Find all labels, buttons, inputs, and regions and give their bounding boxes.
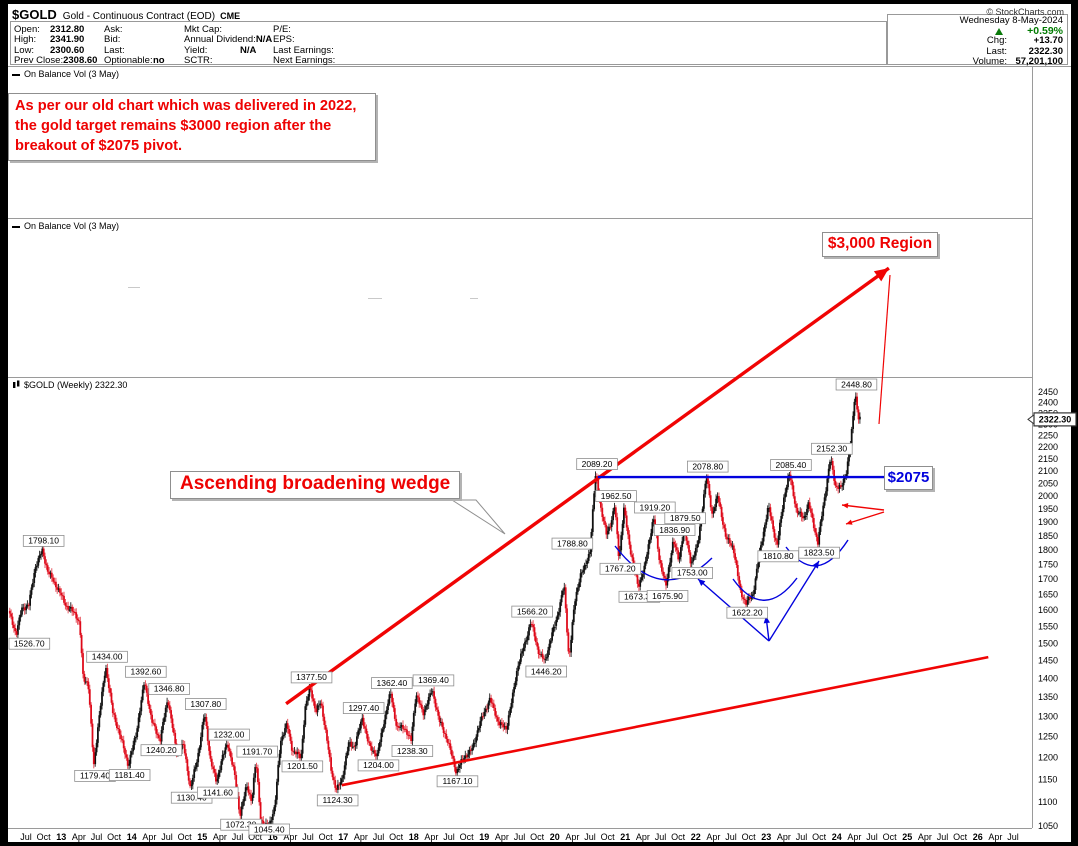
chart-type-icon xyxy=(13,380,20,388)
quote-prevclose: Prev Close:2308.60 xyxy=(14,54,98,66)
plot-right-border xyxy=(1032,66,1033,828)
quote-last-price: Last: 2322.30 xyxy=(986,45,1063,57)
analyst-note-line3: breakout of $2075 pivot. xyxy=(15,138,183,154)
quote-col-fundamentals2: P/E: EPS: Last Earnings: Next Earnings: xyxy=(273,24,336,66)
quote-change: Chg: +13.70 xyxy=(986,35,1063,47)
quote-change-pct: +0.59% xyxy=(888,26,1067,37)
panel-separator-bottom xyxy=(8,828,1032,829)
panel-separator-obv2 xyxy=(8,218,1032,219)
symbol: $GOLD xyxy=(12,7,57,22)
quote-col-fundamentals1: Mkt Cap: Annual Dividend:N/A Yield: N/A S… xyxy=(184,24,273,66)
copyright: © StockCharts.com xyxy=(986,7,1064,17)
quote-ask: Ask: xyxy=(104,24,123,35)
analyst-note-box: As per our old chart which was delivered… xyxy=(8,93,376,161)
exchange: CME xyxy=(220,11,241,21)
quote-optionable: Optionable:no xyxy=(104,54,165,66)
quote-col-ohlc: Open: 2312.80 High: 2341.90 Low: 2300.60 Pr… xyxy=(14,24,98,66)
analyst-note-line2: the gold target remains $3000 region aft… xyxy=(15,118,332,134)
quote-date: Wednesday 8-May-2024 xyxy=(959,15,1063,26)
obv1-line-swatch-icon xyxy=(12,73,20,76)
quote-sctr: SCTR: xyxy=(184,54,213,66)
up-arrow-icon xyxy=(995,27,1003,35)
target-region-label: $3,000 Region xyxy=(822,232,938,257)
quote-nextearnings: Next Earnings: xyxy=(273,54,336,66)
quote-eps: EPS: xyxy=(273,34,295,46)
quote-summary-box: Open: 2312.80 High: 2341.90 Low: 2300.60 Pr… xyxy=(10,21,887,66)
quote-mktcap: Mkt Cap: xyxy=(184,24,223,35)
quote-pe: P/E: xyxy=(273,24,291,35)
panel-separator-price xyxy=(8,377,1032,378)
chart-title: $GOLD Gold - Continuous Contract (EOD) CME xyxy=(12,6,241,22)
analyst-note-line1: As per our old chart which was delivered… xyxy=(15,98,357,114)
quote-volume: Volume: 57,201,100 xyxy=(972,55,1063,67)
daily-change-box: Wednesday 8-May-2024 +0.59% Chg: +13.70 L… xyxy=(887,14,1068,67)
obv2-line-swatch-icon xyxy=(12,225,20,228)
obv2-legend: On Balance Vol (3 May) xyxy=(12,221,119,231)
quote-dividend: Annual Dividend:N/A xyxy=(184,34,273,46)
quote-high: High: 2341.90 xyxy=(14,34,85,46)
wedge-pattern-label: Ascending broadening wedge xyxy=(170,471,461,499)
quote-low: Low: 2300.60 xyxy=(14,44,85,56)
quote-open: Open: 2312.80 xyxy=(14,24,85,35)
quote-yield: Yield: N/A xyxy=(184,44,257,56)
pivot-level-label: $2075 xyxy=(884,466,933,490)
quote-lastearnings: Last Earnings: xyxy=(273,44,334,56)
panel-separator-top xyxy=(8,66,1071,67)
obv1-legend: On Balance Vol (3 May) xyxy=(12,69,119,79)
symbol-name: Gold - Continuous Contract (EOD) xyxy=(62,11,216,22)
quote-bid: Bid: xyxy=(104,34,121,46)
quote-col-bidask: Ask: Bid: Last: Optionable:no xyxy=(104,24,165,66)
price-panel-legend: $GOLD (Weekly) 2322.30 xyxy=(12,380,127,390)
quote-last: Last: xyxy=(104,44,125,56)
